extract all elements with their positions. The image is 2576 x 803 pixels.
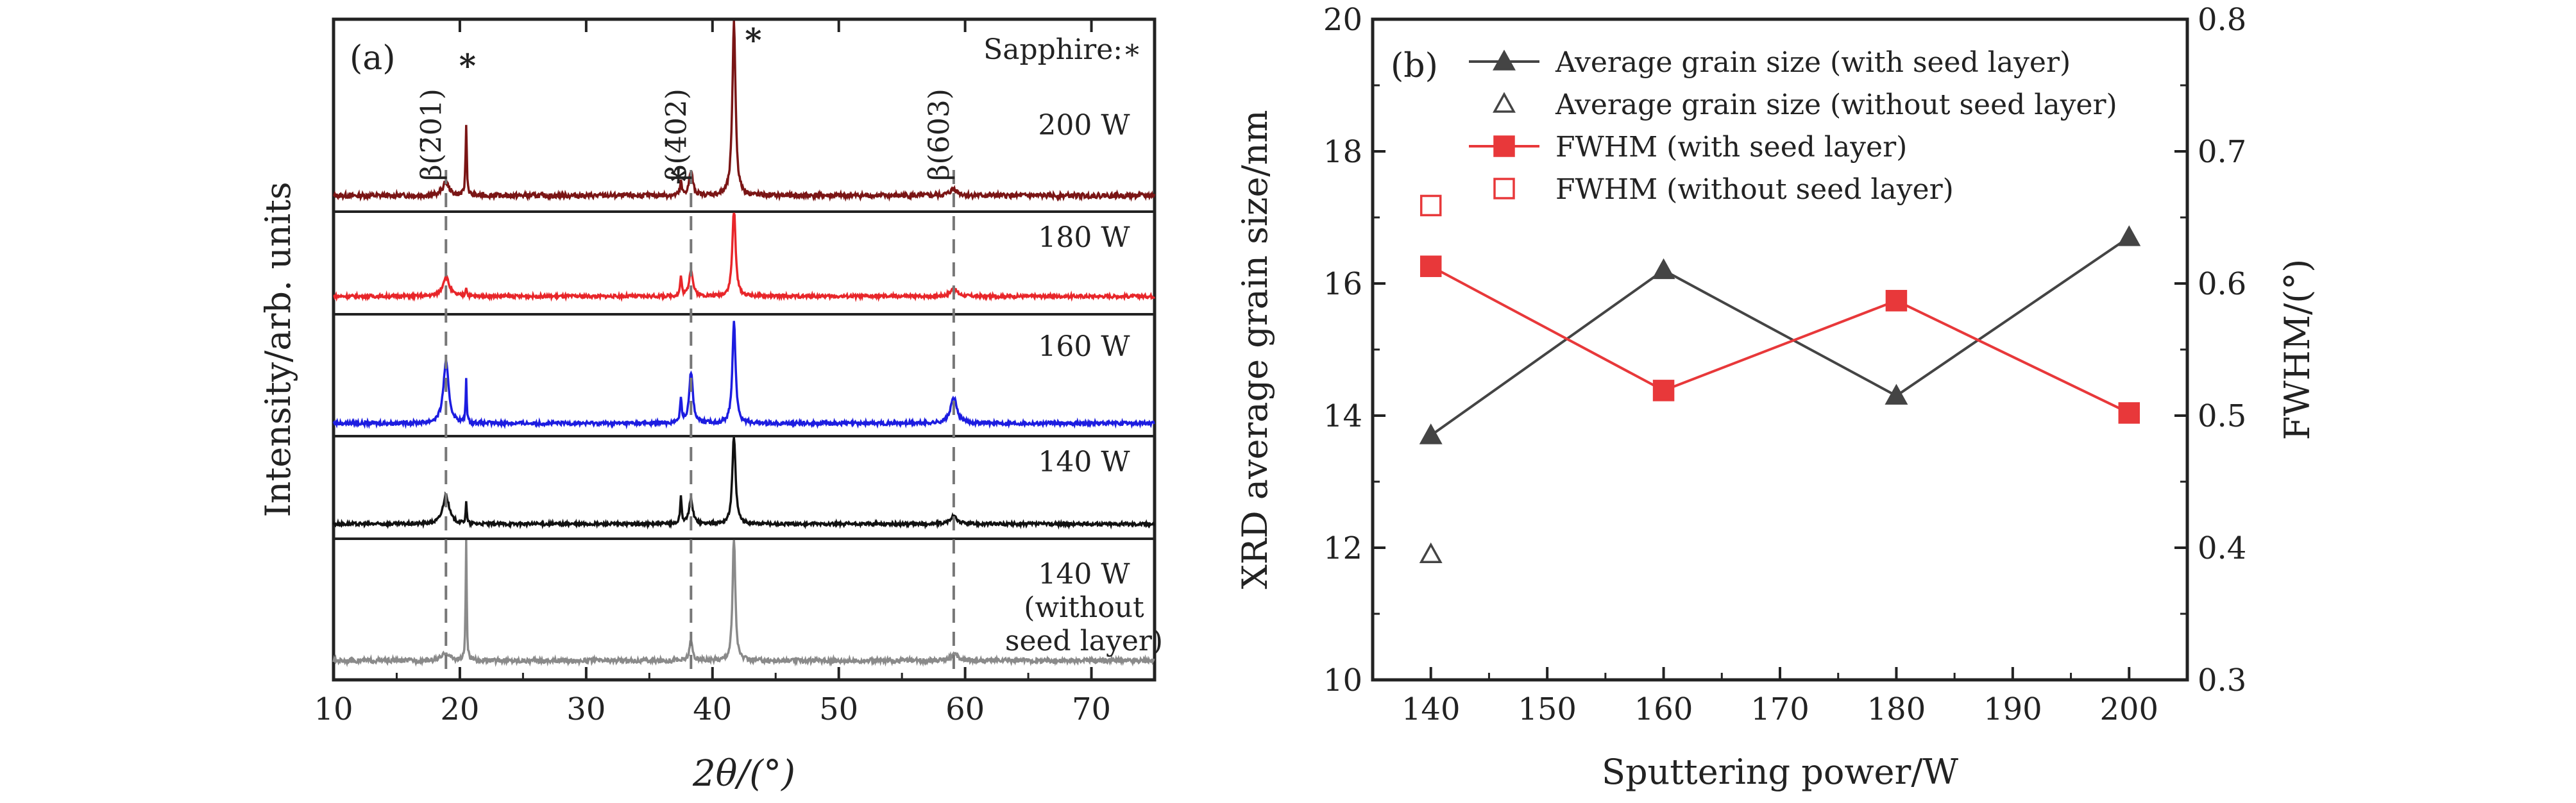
y-tick-label: 16: [1323, 266, 1362, 302]
data-point-marker: [1419, 423, 1443, 444]
legend-entry: FWHM (without seed layer): [1555, 173, 1954, 206]
sapphire-star: ∗: [667, 156, 690, 194]
x-tick-label: 180: [1867, 691, 1926, 727]
panel-b-right-y-axis-title: FWHM/(°): [2277, 259, 2318, 441]
sapphire-star: ∗: [742, 15, 765, 53]
sapphire-star: ∗: [456, 40, 479, 78]
xrd-pattern-line: [332, 437, 1155, 530]
power-label: 200 W: [1038, 109, 1130, 142]
x-tick-label: 20: [440, 691, 479, 727]
x-tick-label: 200: [2099, 691, 2158, 727]
panel-b-left-y-axis-title: XRD average grain size/nm: [1235, 110, 1275, 589]
y-tick-label: 18: [1323, 134, 1362, 170]
panel-a-stacked-plots: 200 W 180 W 160 W 140 W 140 W (without seed la…: [332, 21, 1163, 668]
series-line: [1430, 236, 2130, 437]
legend-entry: Average grain size (with seed layer): [1555, 46, 2071, 79]
data-point-marker: [1419, 542, 1443, 564]
data-point-marker: [2118, 402, 2140, 424]
xrd-pattern-line: [332, 321, 1155, 430]
y2-tick-label: 0.4: [2198, 530, 2246, 566]
panel-b-right-y-ticks: 0.3 0.4 0.5 0.6 0.7 0.8: [2174, 2, 2246, 698]
panel-a-label: (a): [350, 39, 396, 78]
x-tick-label: 140: [1402, 691, 1461, 727]
panel-b-grain-size-fwhm: (b) 140 150 160 170 180 190 200 10 12 14 16 18 20 0…: [1235, 2, 2318, 792]
sapphire-peak-markers: ∗ ∗ ∗: [456, 15, 764, 194]
panel-a-y-axis-title: Intensity/arb. units: [258, 182, 298, 517]
y-tick-label: 20: [1323, 2, 1362, 38]
x-tick-label: 40: [693, 691, 732, 727]
data-point-marker: [1652, 258, 1675, 280]
power-label: 180 W: [1038, 221, 1130, 254]
data-point-marker: [1885, 384, 1908, 405]
x-tick-label: 190: [1983, 691, 2042, 727]
panel-b-x-axis-title: Sputtering power/W: [1602, 752, 1959, 792]
panel-a-xrd-patterns: (a) Sapphire:∗ 200 W 180 W 160 W 140 W 140 W…: [258, 15, 1163, 795]
xrd-pattern-line: [332, 21, 1156, 202]
data-point-marker: [2117, 225, 2141, 246]
peak-label: β(2̄01): [415, 89, 448, 181]
data-point-marker: [1419, 255, 1442, 277]
series-line: [1430, 265, 2130, 414]
x-tick-label: 160: [1634, 691, 1693, 727]
panel-a-x-axis-title: 2θ/(°): [692, 753, 795, 795]
legend-entry: FWHM (with seed layer): [1555, 131, 1907, 164]
legend-marker: [1493, 178, 1515, 199]
data-point-marker: [1652, 380, 1675, 402]
data-point-marker: [1885, 290, 1908, 312]
y2-tick-label: 0.7: [2198, 134, 2246, 170]
legend-marker: [1493, 135, 1515, 157]
panel-a-x-ticks: 10 20 30 40 50 60 70: [314, 19, 1111, 727]
peak-labels: β(2̄01) β(4̄02) β(6̄03): [415, 89, 956, 181]
xrd-pattern-line: [332, 539, 1155, 668]
x-tick-label: 70: [1072, 691, 1111, 727]
panel-b-series: [1419, 194, 2141, 564]
y2-tick-label: 0.6: [2198, 266, 2246, 302]
y-tick-label: 12: [1323, 530, 1362, 566]
power-label: 140 W (without seed layer): [1005, 558, 1163, 657]
panel-b-x-ticks: 140 150 160 170 180 190 200: [1402, 667, 2158, 727]
peak-guide-lines: [445, 170, 955, 673]
data-point-marker: [1419, 194, 1442, 217]
panel-b-left-y-ticks: 10 12 14 16 18 20: [1323, 2, 1385, 698]
legend-marker: [1493, 92, 1516, 113]
x-tick-label: 170: [1750, 691, 1809, 727]
panel-a-frame: [332, 17, 1157, 682]
peak-label: β(4̄02): [660, 89, 693, 181]
panel-b-legend: Average grain size (with seed layer) Aver…: [1469, 46, 2117, 206]
x-tick-label: 10: [314, 691, 353, 727]
legend-marker: [1493, 49, 1516, 71]
y-tick-label: 14: [1323, 398, 1362, 434]
legend-entry: Average grain size (without seed layer): [1555, 89, 2117, 121]
peak-label: β(6̄03): [923, 89, 956, 181]
panel-b-label: (b): [1391, 47, 1438, 85]
power-label: 140 W: [1038, 446, 1130, 478]
x-tick-label: 30: [566, 691, 606, 727]
y-tick-label: 10: [1323, 663, 1362, 698]
x-tick-label: 60: [945, 691, 985, 727]
sapphire-annotation: Sapphire:∗: [983, 33, 1142, 66]
x-tick-label: 50: [819, 691, 858, 727]
x-tick-label: 150: [1518, 691, 1577, 727]
y2-tick-label: 0.8: [2198, 2, 2246, 38]
xrd-pattern-line: [333, 212, 1156, 303]
power-label: 160 W: [1038, 330, 1130, 363]
y2-tick-label: 0.3: [2198, 663, 2246, 698]
y2-tick-label: 0.5: [2198, 398, 2246, 434]
